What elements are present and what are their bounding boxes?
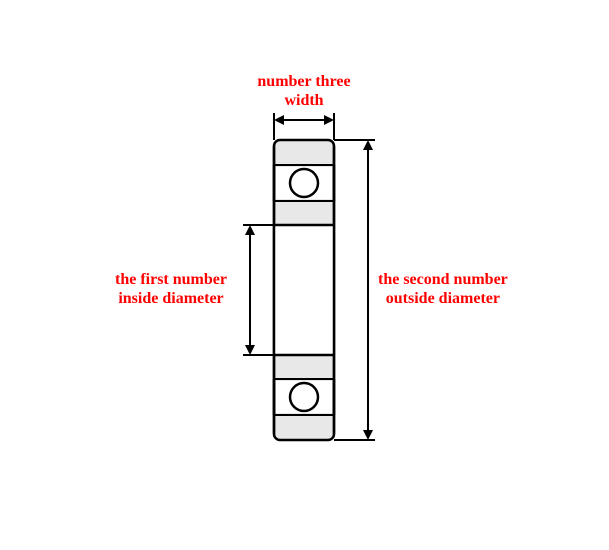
ball-bottom bbox=[290, 383, 318, 411]
bearing-bore-fill bbox=[274, 225, 334, 355]
arrow-left-icon bbox=[274, 115, 284, 125]
ball-top bbox=[290, 169, 318, 197]
inside-diameter-dimension bbox=[243, 225, 274, 355]
arrow-down-icon bbox=[245, 345, 255, 355]
arrow-up-icon bbox=[363, 140, 373, 150]
bearing-diagram bbox=[0, 0, 609, 550]
arrow-down-icon bbox=[363, 430, 373, 440]
arrow-up-icon bbox=[245, 225, 255, 235]
width-dimension bbox=[274, 113, 334, 140]
outside-diameter-dimension bbox=[334, 140, 375, 440]
arrow-right-icon bbox=[324, 115, 334, 125]
bearing-body bbox=[274, 140, 334, 440]
